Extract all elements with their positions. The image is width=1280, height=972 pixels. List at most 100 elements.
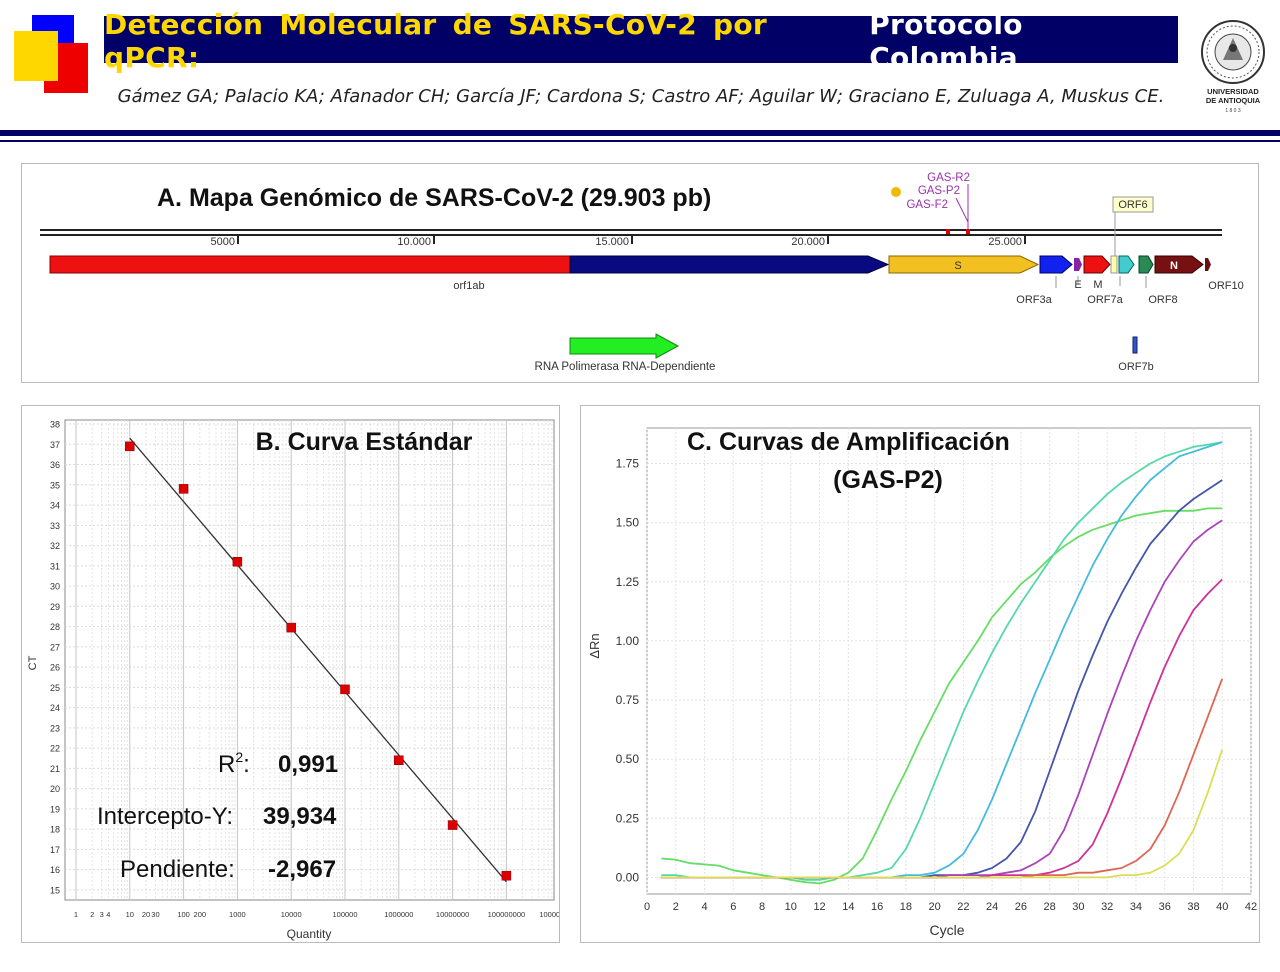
c-ytick-label: 0.50	[616, 752, 640, 766]
b-data-point	[125, 441, 135, 452]
gene-orf1ab-label: orf1ab	[453, 280, 484, 292]
header-rule-thin	[0, 140, 1280, 142]
c-xtick-label: 16	[871, 901, 883, 913]
gene-orf6-label: ORF6	[1118, 199, 1147, 211]
b-ytick-label: 23	[50, 723, 60, 733]
seal-text-3: 1 8 0 3	[1225, 108, 1241, 114]
primer-gas-f2: GAS-F2	[906, 199, 948, 211]
panel-standard-curve: 15 16 17 18 19 20 21 22 23 24 25 26 27 28 29 30 31 32 33 34…	[21, 405, 581, 943]
c-xtick-label: 14	[842, 901, 854, 913]
c-xtick-label: 10	[785, 901, 797, 913]
b-ytick-label: 33	[50, 521, 60, 531]
b-xtick-label: 2	[90, 910, 94, 919]
b-xtick-label: 1000000	[384, 910, 413, 919]
c-plot-frame	[646, 427, 1252, 895]
c-ytick-label: 0.00	[616, 870, 640, 884]
genome-map-svg: A. Mapa Genómico de SARS-CoV-2 (29.903 p…	[40, 172, 1244, 373]
amplification-title-1: C. Curvas de Amplificación	[687, 428, 1010, 456]
gene-orf6-arrow	[1110, 255, 1118, 274]
gene-orf3a-label: ORF3a	[1016, 294, 1052, 306]
header-logo-squares	[14, 15, 88, 93]
b-ytick-label: 20	[50, 784, 60, 794]
gene-n-arrow	[1154, 255, 1204, 274]
gene-s-arrow	[888, 255, 1040, 274]
b-ytick-label: 18	[50, 825, 60, 835]
slope-value: -2,967	[268, 856, 336, 883]
gene-rdrp-arrow	[569, 333, 680, 359]
b-ytick-label: 37	[50, 440, 60, 450]
c-xtick-label: 36	[1159, 901, 1171, 913]
b-ytick-label: 26	[50, 663, 60, 673]
r2-label: R	[218, 751, 235, 778]
c-xtick-label: 2	[673, 901, 679, 913]
b-data-point	[286, 622, 296, 633]
b-ytick-label: 35	[50, 480, 60, 490]
c-xtick-label: 26	[1015, 901, 1027, 913]
c-ytick-label: 1.75	[616, 456, 640, 470]
c-xtick-label: 38	[1187, 901, 1199, 913]
primer-gas-p2: GAS-P2	[918, 185, 960, 197]
slope-label: Pendiente:	[120, 856, 235, 883]
c-xtick-label: 30	[1072, 901, 1084, 913]
b-xtick-label: 10000	[281, 910, 302, 919]
c-xtick-label: 18	[900, 901, 912, 913]
primer-marker-dot	[891, 187, 901, 197]
seal-text-1: UNIVERSIDAD	[1207, 87, 1259, 96]
b-data-point	[501, 870, 512, 881]
c-xtick-label: 20	[928, 901, 940, 913]
amplification-chart: 0 2 4 6 8 10 12 14 16 18 20 22 24 26 28 30 32 34 36 38 40 420…	[587, 427, 1257, 938]
b-data-point	[447, 820, 458, 830]
b-ytick-label: 30	[50, 582, 60, 592]
gene-orf7a-label: ORF7a	[1087, 294, 1123, 306]
b-xtick-label: 10	[126, 910, 134, 919]
gene-orf8-label: ORF8	[1148, 294, 1177, 306]
b-ytick-label: 38	[50, 420, 60, 430]
b-ytick-label: 34	[50, 501, 60, 511]
tick-25000: 25.000	[988, 236, 1022, 248]
b-plot-frame	[64, 419, 555, 901]
b-ytick-label: 29	[50, 602, 60, 612]
gene-orf3a-arrow	[1039, 255, 1073, 274]
c-xtick-label: 22	[957, 901, 969, 913]
b-data-point	[232, 557, 243, 567]
b-xtick-label: 200	[194, 910, 207, 919]
r2-colon: :	[243, 751, 250, 778]
intercept-value: 39,934	[263, 803, 337, 830]
gene-orf7a-arrow	[1118, 255, 1135, 274]
gene-m-label: M	[1093, 279, 1102, 291]
b-data-point	[178, 484, 189, 494]
b-data-point	[340, 684, 350, 695]
panel-genome-map: A. Mapa Genómico de SARS-CoV-2 (29.903 p…	[21, 163, 1259, 383]
title-sub: Protocolo Colombia	[869, 7, 1023, 74]
b-ytick-label: 31	[50, 561, 60, 571]
r2-line: R2:	[218, 749, 250, 778]
b-ytick-label: 21	[50, 764, 60, 774]
university-seal-icon: UNIVERSIDAD DE ANTIOQUIA 1 8 0 3	[1201, 20, 1265, 114]
tick-20000: 20.000	[791, 236, 825, 248]
title-main: Detección Molecular de SARS-CoV-2 por qP…	[104, 7, 768, 74]
primer-gas-r2: GAS-R2	[927, 172, 970, 184]
b-ytick-label: 32	[50, 541, 60, 551]
c-ytick-label: 0.75	[616, 693, 640, 707]
c-ytick-label: 1.25	[616, 575, 640, 589]
b-xtick-label: 1000	[229, 910, 246, 919]
b-ytick-label: 24	[50, 703, 60, 713]
b-ytick-label: 19	[50, 804, 60, 814]
b-xtick-label: 4	[106, 910, 110, 919]
seal-text-2: DE ANTIOQUIA	[1206, 96, 1261, 105]
b-fit-line	[129, 437, 507, 883]
b-xtick-label: 1	[74, 910, 78, 919]
c-xtick-label: 24	[986, 901, 998, 913]
intercept-label: Intercepto-Y:	[97, 803, 233, 830]
standard-curve-ylabel: CT	[27, 655, 39, 670]
header-rule-thick	[0, 130, 1280, 136]
b-ytick-label: 17	[50, 845, 60, 855]
c-series-line-1	[661, 507, 1223, 885]
b-xtick-label: 3	[100, 910, 104, 919]
c-xtick-label: 42	[1245, 901, 1257, 913]
b-ytick-label: 27	[50, 642, 60, 652]
c-ytick-label: 1.00	[616, 634, 640, 648]
r2-sup: 2	[235, 749, 243, 765]
tick-15000: 15.000	[595, 236, 629, 248]
b-xtick-label: 10000000	[436, 910, 469, 919]
